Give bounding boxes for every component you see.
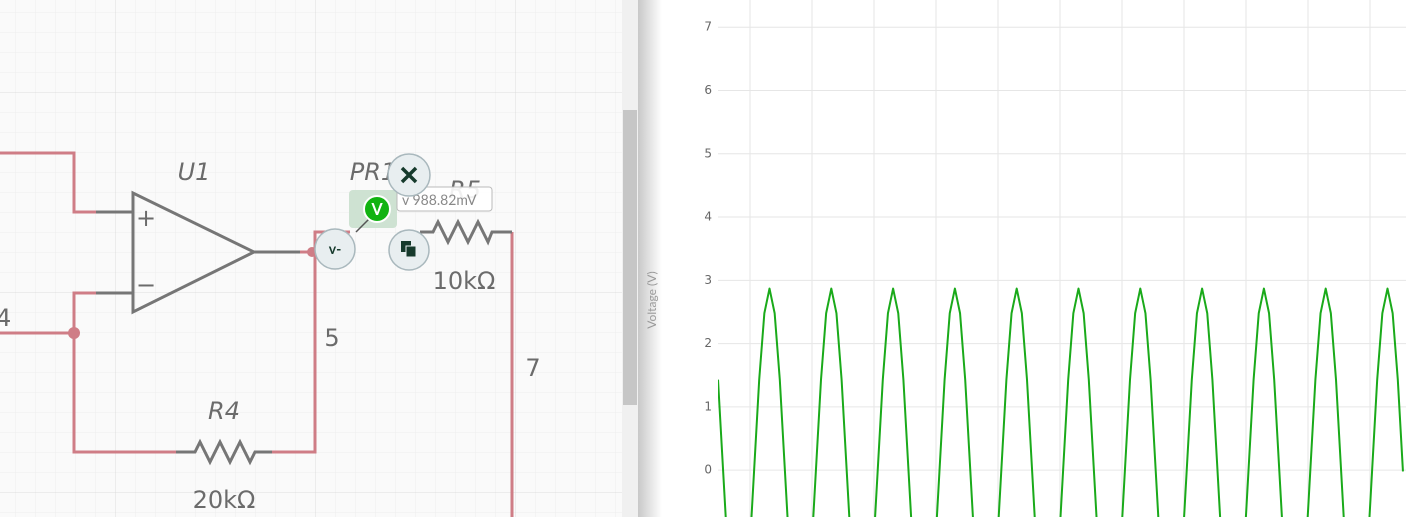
probe-reading: v 988.82mV — [402, 191, 477, 208]
resistor-r5[interactable] — [420, 218, 512, 246]
y-axis-label: Voltage (V) — [644, 271, 659, 328]
junction — [68, 327, 80, 339]
grid-major — [0, 0, 622, 517]
components — [96, 190, 512, 466]
y-tick-label: 6 — [704, 83, 712, 97]
value-label: 10kΩ — [433, 267, 496, 295]
probe-badge[interactable] — [363, 195, 391, 223]
y-tick-label: 3 — [704, 273, 712, 287]
pin-minus: − — [136, 271, 156, 299]
value-label: 20kΩ — [193, 486, 256, 514]
delete-icon — [400, 166, 418, 184]
node-label: 7 — [525, 354, 540, 382]
y-tick-label: 1 — [704, 399, 712, 413]
resistor-r4[interactable] — [176, 438, 272, 466]
probe-type-button[interactable] — [314, 228, 356, 270]
schematic[interactable]: + − U1 PR1 R5 10kΩ R4 20kΩ 4 5 7 V v 988… — [0, 0, 622, 517]
splitter[interactable] — [638, 0, 662, 517]
ref-label: U1 — [178, 158, 211, 186]
wire — [72, 291, 176, 454]
opamp-pins — [96, 210, 133, 295]
node-label: 4 — [0, 304, 11, 332]
pin-plus: + — [136, 204, 156, 232]
probe-type-text: v- — [329, 240, 342, 257]
ref-label: R4 — [208, 397, 240, 425]
chart: Voltage (V) 0 1 2 3 4 5 6 7 — [644, 0, 1406, 517]
y-tick-label: 5 — [704, 146, 712, 160]
node-label: 5 — [324, 324, 339, 352]
wire — [0, 151, 96, 214]
y-tick-label: 2 — [704, 336, 712, 350]
scrollbar-thumb[interactable] — [623, 110, 637, 405]
copy-icon — [405, 245, 417, 258]
opamp[interactable] — [131, 190, 300, 315]
y-tick-label: 0 — [704, 463, 712, 477]
y-tick-label: 4 — [704, 210, 712, 224]
probe-badge-text: V — [370, 200, 383, 219]
series-line — [718, 287, 1404, 517]
probe-stem — [355, 217, 371, 233]
y-tick-label: 7 — [704, 20, 712, 34]
